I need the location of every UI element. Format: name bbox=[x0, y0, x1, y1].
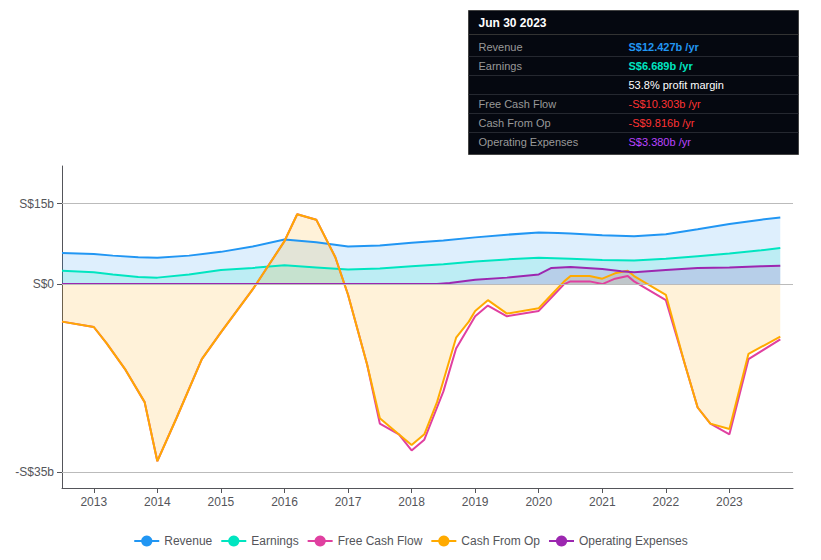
svg-text:Operating Expenses: Operating Expenses bbox=[579, 534, 688, 548]
svg-text:Cash From Op: Cash From Op bbox=[479, 117, 551, 129]
svg-text:Jun 30 2023: Jun 30 2023 bbox=[479, 16, 547, 30]
svg-text:Revenue: Revenue bbox=[164, 534, 212, 548]
svg-text:Cash From Op: Cash From Op bbox=[461, 534, 540, 548]
svg-text:Operating Expenses: Operating Expenses bbox=[479, 136, 579, 148]
svg-text:S$0: S$0 bbox=[33, 277, 55, 291]
svg-text:2021: 2021 bbox=[589, 495, 616, 509]
svg-text:2022: 2022 bbox=[653, 495, 680, 509]
svg-text:Earnings: Earnings bbox=[479, 60, 523, 72]
svg-text:2017: 2017 bbox=[335, 495, 362, 509]
svg-text:2015: 2015 bbox=[208, 495, 235, 509]
svg-text:S$15b: S$15b bbox=[19, 197, 54, 211]
svg-text:S$6.689b /yr: S$6.689b /yr bbox=[629, 60, 694, 72]
svg-text:2016: 2016 bbox=[271, 495, 298, 509]
svg-text:2020: 2020 bbox=[525, 495, 552, 509]
svg-text:-S$35b: -S$35b bbox=[15, 465, 54, 479]
svg-text:-S$9.816b /yr: -S$9.816b /yr bbox=[629, 117, 695, 129]
svg-text:Earnings: Earnings bbox=[251, 534, 298, 548]
svg-text:53.8% profit margin: 53.8% profit margin bbox=[629, 79, 724, 91]
svg-text:Free Cash Flow: Free Cash Flow bbox=[338, 534, 423, 548]
svg-text:S$3.380b /yr: S$3.380b /yr bbox=[629, 136, 692, 148]
svg-text:-S$10.303b /yr: -S$10.303b /yr bbox=[629, 98, 701, 110]
svg-text:2018: 2018 bbox=[398, 495, 425, 509]
svg-text:Free Cash Flow: Free Cash Flow bbox=[479, 98, 557, 110]
svg-text:2013: 2013 bbox=[80, 495, 107, 509]
svg-text:2014: 2014 bbox=[144, 495, 171, 509]
svg-text:2019: 2019 bbox=[462, 495, 489, 509]
svg-text:Revenue: Revenue bbox=[479, 41, 523, 53]
svg-text:2023: 2023 bbox=[716, 495, 743, 509]
svg-text:S$12.427b /yr: S$12.427b /yr bbox=[629, 41, 700, 53]
